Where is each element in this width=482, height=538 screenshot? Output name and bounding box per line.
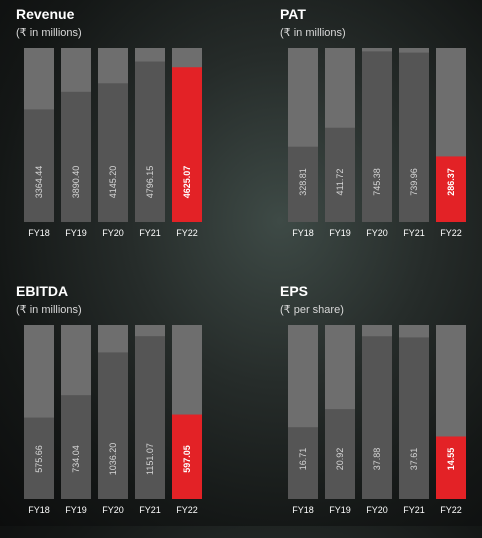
data-label-fy19: 20.92 xyxy=(335,448,345,471)
bar-fy22 xyxy=(436,156,466,222)
ebitda-bar-chart: 575.66 FY18 734.04 FY19 1036.20 FY20 1151.07 FY… xyxy=(24,325,202,515)
data-label-fy22: 286.37 xyxy=(446,168,456,196)
x-tick-label: FY19 xyxy=(65,228,87,238)
chart-title: PAT xyxy=(280,6,306,22)
x-tick-label: FY22 xyxy=(440,505,462,515)
data-label-fy21: 1151.07 xyxy=(145,443,155,475)
x-tick-label: FY21 xyxy=(403,228,425,238)
bar-fy19 xyxy=(325,409,355,499)
data-label-fy20: 1036.20 xyxy=(108,443,118,476)
x-tick-label: FY20 xyxy=(366,505,388,515)
data-label-fy22: 14.55 xyxy=(446,448,456,471)
x-tick-label: FY21 xyxy=(139,505,161,515)
x-tick-label: FY18 xyxy=(28,505,50,515)
chart-subtitle: (₹ in millions) xyxy=(16,304,82,316)
x-tick-label: FY22 xyxy=(176,228,198,238)
pat-bar-chart: 328.81 FY18 411.72 FY19 745.38 FY20 739.96 FY21… xyxy=(288,48,466,238)
data-label-fy21: 37.61 xyxy=(409,448,419,471)
bar-fy21 xyxy=(135,61,165,222)
data-label-fy18: 575.66 xyxy=(34,445,44,473)
bar-fy22 xyxy=(172,414,202,499)
x-tick-label: FY19 xyxy=(329,505,351,515)
x-tick-label: FY20 xyxy=(366,228,388,238)
x-tick-label: FY22 xyxy=(440,228,462,238)
data-label-fy20: 745.38 xyxy=(372,168,382,196)
eps-chart-panel: EPS (₹ per share) 16.71 FY18 20.92 FY19 37.8… xyxy=(280,283,482,538)
revenue-bar-chart: 3364.44 FY18 3890.40 FY19 4145.20 FY20 4796.15… xyxy=(24,48,202,238)
bar-fy21 xyxy=(135,336,165,499)
bar-fy20 xyxy=(98,352,128,499)
data-label-fy20: 37.88 xyxy=(372,448,382,471)
bar-fy21 xyxy=(399,337,429,499)
chart-subtitle: (₹ in millions) xyxy=(280,27,346,39)
ebitda-chart-panel: EBITDA (₹ in millions) 575.66 FY18 734.04 F… xyxy=(16,283,236,538)
data-label-fy21: 739.96 xyxy=(409,168,419,196)
bar-fy20 xyxy=(362,51,392,222)
x-tick-label: FY20 xyxy=(102,228,124,238)
data-label-fy21: 4796.15 xyxy=(145,166,155,199)
x-tick-label: FY20 xyxy=(102,505,124,515)
data-label-fy18: 328.81 xyxy=(298,168,308,196)
bar-fy19 xyxy=(325,127,355,222)
x-tick-label: FY22 xyxy=(176,505,198,515)
bar-fy19 xyxy=(61,91,91,222)
x-tick-label: FY19 xyxy=(329,228,351,238)
chart-title: Revenue xyxy=(16,6,75,22)
x-tick-label: FY21 xyxy=(403,505,425,515)
bar-fy18 xyxy=(288,146,318,222)
bar-fy22 xyxy=(172,67,202,222)
data-label-fy19: 3890.40 xyxy=(71,166,81,199)
chart-title: EPS xyxy=(280,283,309,299)
x-tick-label: FY19 xyxy=(65,505,87,515)
x-tick-label: FY18 xyxy=(28,228,50,238)
data-label-fy18: 3364.44 xyxy=(34,166,44,199)
bar-fy18 xyxy=(288,427,318,499)
x-tick-label: FY18 xyxy=(292,228,314,238)
bar-fy19 xyxy=(61,395,91,499)
eps-bar-chart: 16.71 FY18 20.92 FY19 37.88 FY20 37.61 FY21 14.5… xyxy=(288,325,466,515)
bar-fy18 xyxy=(24,417,54,499)
chart-subtitle: (₹ in millions) xyxy=(16,27,82,39)
data-label-fy18: 16.71 xyxy=(298,448,308,471)
bar-fy20 xyxy=(98,83,128,222)
chart-title: EBITDA xyxy=(16,283,69,299)
bar-fy18 xyxy=(24,109,54,222)
x-tick-label: FY21 xyxy=(139,228,161,238)
x-tick-label: FY18 xyxy=(292,505,314,515)
bar-fy21 xyxy=(399,52,429,222)
data-label-fy19: 734.04 xyxy=(71,445,81,473)
bar-fy22 xyxy=(436,436,466,499)
data-label-fy20: 4145.20 xyxy=(108,166,118,199)
data-label-fy19: 411.72 xyxy=(335,169,345,196)
chart-subtitle: (₹ per share) xyxy=(280,304,344,316)
revenue-chart-panel: Revenue (₹ in millions) 3364.44 FY18 3890.… xyxy=(16,6,236,261)
pat-chart-panel: PAT (₹ in millions) 328.81 FY18 411.72 FY19… xyxy=(280,6,482,261)
data-label-fy22: 4625.07 xyxy=(182,166,192,199)
bar-fy20 xyxy=(362,336,392,499)
data-label-fy22: 597.05 xyxy=(182,445,192,473)
